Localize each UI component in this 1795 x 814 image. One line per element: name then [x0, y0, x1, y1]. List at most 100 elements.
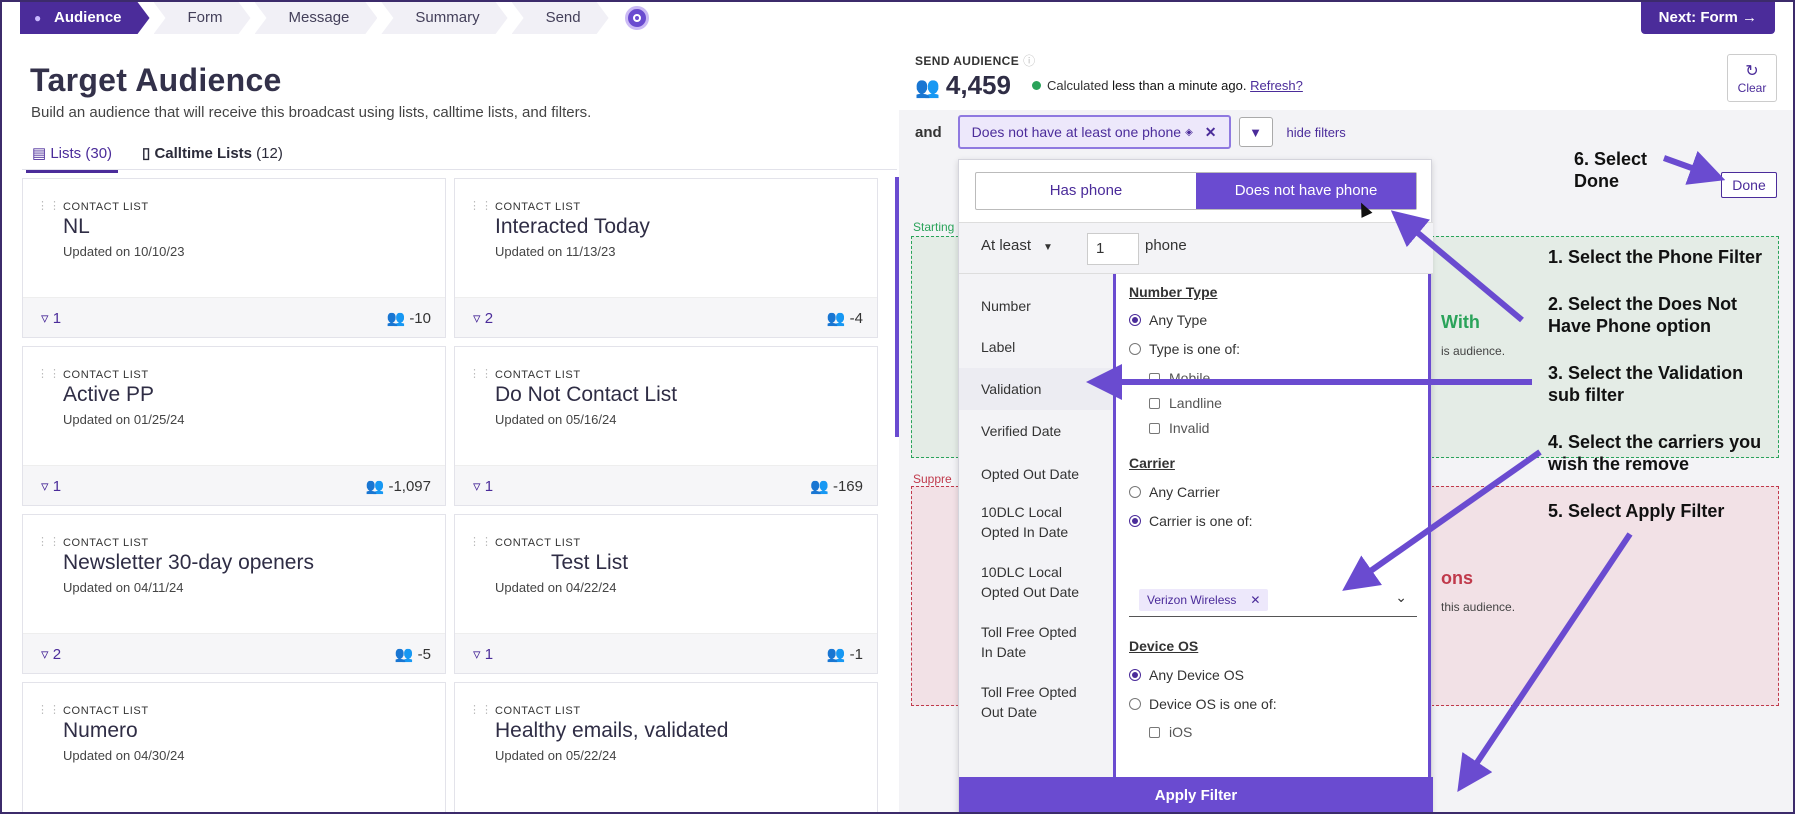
- next-form-button[interactable]: Next: Form →: [1640, 2, 1775, 34]
- list-card[interactable]: ⋮⋮ CONTACT LIST Do Not Contact List Upda…: [454, 346, 878, 506]
- drag-handle-icon[interactable]: ⋮⋮: [37, 200, 61, 212]
- ios-checkbox[interactable]: iOS: [1149, 724, 1192, 740]
- tab-lists[interactable]: ▤ Lists (30): [26, 142, 119, 173]
- filter-icon: ▿: [41, 310, 53, 327]
- device-os-one-of-radio[interactable]: Device OS is one of:: [1129, 696, 1277, 712]
- annotation-line: Done: [1574, 171, 1619, 191]
- filter-count-value: 1: [484, 646, 494, 663]
- phone-filter-chip[interactable]: Does not have at least one phone ◈ ✕: [957, 115, 1231, 149]
- invalid-checkbox[interactable]: Invalid: [1149, 420, 1209, 436]
- option-label: Any Carrier: [1149, 484, 1220, 500]
- close-icon[interactable]: ✕: [1250, 593, 1261, 607]
- does-not-have-phone-option[interactable]: Does not have phone: [1196, 173, 1416, 209]
- step-message[interactable]: Message: [255, 2, 378, 34]
- drag-handle-icon[interactable]: ⋮⋮: [469, 200, 493, 212]
- clear-button[interactable]: ↻ Clear: [1727, 54, 1777, 102]
- scrollbar[interactable]: [895, 177, 899, 437]
- card-updated: Updated on 01/25/24: [63, 412, 185, 427]
- sub-filter-nav: Number Label Validation Verified Date Op…: [959, 274, 1113, 779]
- carrier-one-of-radio[interactable]: Carrier is one of:: [1129, 513, 1252, 529]
- option-label: Type is one of:: [1149, 341, 1241, 357]
- carrier-select[interactable]: Verizon Wireless ✕ ⌄: [1129, 579, 1417, 617]
- quantity-row: At least ▼ 1 phone: [959, 222, 1433, 274]
- drag-handle-icon[interactable]: ⋮⋮: [469, 704, 493, 716]
- step-send[interactable]: Send: [512, 2, 609, 34]
- layers-icon: ◈: [1185, 126, 1193, 138]
- carrier-chip[interactable]: Verizon Wireless ✕: [1139, 589, 1269, 611]
- suppress-heading: ons: [1441, 568, 1474, 588]
- has-phone-option[interactable]: Has phone: [1049, 182, 1123, 199]
- list-card[interactable]: ⋮⋮ CONTACT LIST Active PP Updated on 01/…: [22, 346, 446, 506]
- apply-filter-button[interactable]: Apply Filter: [959, 777, 1433, 812]
- radio-icon: [1129, 343, 1141, 355]
- card-footer: ▿ 1 👥 -10: [23, 297, 445, 337]
- carrier-chip-label: Verizon Wireless: [1147, 593, 1237, 607]
- mobile-checkbox[interactable]: Mobile: [1149, 370, 1210, 386]
- any-carrier-radio[interactable]: Any Carrier: [1129, 484, 1220, 500]
- sub-filter-divider: [1113, 274, 1116, 779]
- any-device-os-radio[interactable]: Any Device OS: [1129, 667, 1244, 683]
- close-icon[interactable]: ✕: [1204, 123, 1217, 140]
- card-updated: Updated on 05/22/24: [495, 748, 617, 763]
- filter-count: ▿ 1: [41, 477, 61, 495]
- sub-filter-validation[interactable]: Validation: [959, 368, 1113, 410]
- options-scrollbar[interactable]: [1428, 274, 1431, 779]
- refresh-link[interactable]: Refresh?: [1250, 78, 1303, 93]
- filter-icon: ▿: [473, 478, 485, 495]
- step-form[interactable]: Form: [154, 2, 251, 34]
- filter-count-value: 2: [52, 646, 62, 663]
- card-footer: ▿ 2 👥 -4: [455, 297, 877, 337]
- sub-filter-verified-date[interactable]: Verified Date: [981, 423, 1062, 439]
- card-updated: Updated on 05/16/24: [495, 412, 617, 427]
- sub-filter-number[interactable]: Number: [981, 298, 1031, 314]
- card-title: NL: [63, 215, 90, 238]
- step-summary[interactable]: Summary: [381, 2, 507, 34]
- landline-checkbox[interactable]: Landline: [1149, 395, 1222, 411]
- list-card[interactable]: ⋮⋮ CONTACT LIST Healthy emails, validate…: [454, 682, 878, 812]
- card-kind: CONTACT LIST: [63, 537, 149, 549]
- card-footer: ▿ 1 👥 -1,097: [23, 465, 445, 505]
- drag-handle-icon[interactable]: ⋮⋮: [37, 536, 61, 548]
- option-label: iOS: [1169, 724, 1193, 740]
- sub-filter-label[interactable]: Label: [981, 339, 1016, 355]
- list-card[interactable]: ⋮⋮ CONTACT LIST NL Updated on 10/10/23 ▿…: [22, 178, 446, 338]
- phone-count-input[interactable]: 1: [1087, 233, 1139, 265]
- drag-handle-icon[interactable]: ⋮⋮: [469, 536, 493, 548]
- starting-heading: With: [1441, 312, 1480, 332]
- type-one-of-radio[interactable]: Type is one of:: [1129, 341, 1240, 357]
- step-label: Message: [288, 9, 350, 26]
- annotation-step-3: 3. Select the Validation sub filter: [1548, 362, 1743, 406]
- chevron-down-icon[interactable]: ⌄: [1395, 589, 1407, 605]
- sub-filter-tollfree-opted-in[interactable]: Toll Free Opted In Date: [981, 624, 1077, 660]
- tab-label: Lists: [50, 145, 82, 162]
- sub-filter-10dlc-opted-in[interactable]: 10DLC Local Opted In Date: [981, 504, 1069, 540]
- and-label: and: [915, 123, 942, 141]
- at-least-select[interactable]: At least ▼: [981, 237, 1053, 254]
- filter-menu-button[interactable]: ▼: [1238, 117, 1273, 147]
- done-button[interactable]: Done: [1721, 172, 1777, 198]
- info-icon[interactable]: ⓘ: [1023, 54, 1036, 68]
- hide-filters-link[interactable]: hide filters: [1286, 124, 1346, 140]
- tab-calltime-lists[interactable]: ▯ Calltime Lists (12): [136, 142, 289, 173]
- card-footer: ▿ 2 👥 -5: [23, 633, 445, 673]
- drag-handle-icon[interactable]: ⋮⋮: [469, 368, 493, 380]
- list-card[interactable]: ⋮⋮ CONTACT LIST Newsletter 30-day opener…: [22, 514, 446, 674]
- sub-filter-opted-out-date[interactable]: Opted Out Date: [981, 466, 1080, 482]
- people-count: 👥 -5: [395, 645, 431, 663]
- list-card[interactable]: ⋮⋮ CONTACT LIST Numero Updated on 04/30/…: [22, 682, 446, 812]
- filter-count: ▿ 2: [473, 309, 493, 327]
- drag-handle-icon[interactable]: ⋮⋮: [37, 368, 61, 380]
- step-audience[interactable]: ● Audience: [20, 2, 150, 34]
- people-count-value: -1: [849, 646, 863, 663]
- sub-filter-tollfree-opted-out[interactable]: Toll Free Opted Out Date: [981, 684, 1077, 720]
- any-type-radio[interactable]: Any Type: [1129, 312, 1207, 328]
- checkbox-icon: [1149, 422, 1160, 434]
- list-card[interactable]: ⋮⋮ CONTACT LIST Test List Updated on 04/…: [454, 514, 878, 674]
- audience-count-value: 4,459: [945, 70, 1011, 100]
- drag-handle-icon[interactable]: ⋮⋮: [37, 704, 61, 716]
- target-icon: [624, 6, 649, 30]
- list-card[interactable]: ⋮⋮ CONTACT LIST Interacted Today Updated…: [454, 178, 878, 338]
- card-kind: CONTACT LIST: [63, 705, 149, 717]
- sub-filter-10dlc-opted-out[interactable]: 10DLC Local Opted Out Date: [981, 564, 1080, 600]
